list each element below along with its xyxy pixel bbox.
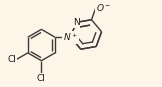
Text: $N^+$: $N^+$	[63, 31, 78, 43]
Text: Cl: Cl	[37, 74, 46, 83]
Text: $O^-$: $O^-$	[96, 2, 112, 13]
Text: Cl: Cl	[7, 55, 16, 64]
Text: N: N	[73, 18, 79, 27]
